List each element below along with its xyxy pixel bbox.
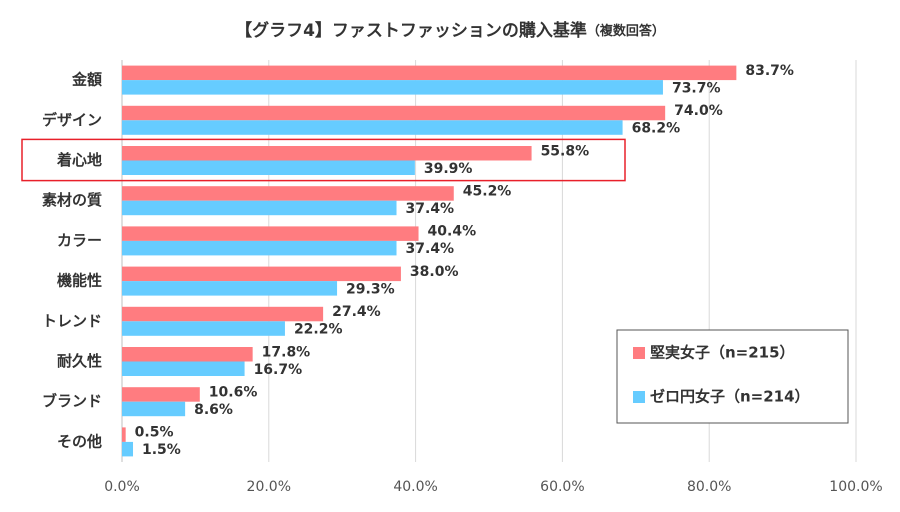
bar	[122, 401, 186, 417]
value-label: 0.5%	[135, 425, 174, 441]
x-tick-label: 60.0%	[540, 479, 584, 495]
y-tick-label: 金額	[71, 71, 102, 89]
bar	[122, 146, 532, 161]
bar	[122, 266, 401, 282]
x-tick-label: 0.0%	[104, 479, 140, 495]
legend-label: ゼロ円女子（n=214）	[650, 388, 810, 406]
value-label: 10.6%	[209, 384, 258, 400]
value-label: 74.0%	[674, 103, 723, 119]
value-label: 40.4%	[428, 224, 477, 240]
value-label: 68.2%	[632, 121, 681, 137]
value-label: 38.0%	[410, 264, 459, 280]
value-label: 37.4%	[406, 241, 455, 257]
x-tick-label: 40.0%	[393, 479, 437, 495]
bar	[122, 387, 200, 402]
y-tick-label: ブランド	[42, 392, 102, 410]
legend-swatch	[633, 347, 645, 359]
bar	[122, 347, 253, 362]
value-label: 55.8%	[541, 143, 590, 159]
value-label: 1.5%	[142, 442, 181, 458]
bar	[122, 427, 126, 442]
legend-box	[616, 329, 849, 424]
x-tick-label: 20.0%	[247, 479, 291, 495]
y-tick-label: 機能性	[57, 272, 102, 290]
bar	[122, 441, 134, 457]
bar	[122, 186, 454, 201]
bar	[122, 240, 397, 256]
value-label: 37.4%	[406, 201, 455, 217]
bar	[122, 80, 663, 95]
x-tick-label: 80.0%	[687, 479, 731, 495]
value-label: 45.2%	[463, 183, 512, 199]
bar	[122, 65, 737, 81]
bar	[122, 306, 324, 322]
bar	[122, 200, 397, 216]
value-label: 29.3%	[346, 281, 395, 297]
chart-title: 【グラフ4】ファストファッションの購入基準	[235, 20, 587, 41]
legend-swatch	[633, 391, 645, 403]
bar	[122, 361, 245, 376]
value-label: 39.9%	[424, 161, 473, 177]
bar	[122, 321, 285, 336]
value-label: 27.4%	[332, 304, 381, 320]
bar	[122, 281, 338, 296]
bar	[122, 226, 419, 241]
y-tick-label: カラー	[57, 231, 102, 249]
value-label: 22.2%	[294, 322, 343, 338]
bar	[122, 105, 666, 121]
value-label: 17.8%	[262, 344, 311, 360]
value-label: 8.6%	[194, 402, 233, 418]
bar	[122, 160, 415, 175]
y-tick-label: 素材の質	[42, 191, 102, 209]
bar	[122, 120, 623, 135]
y-tick-label: その他	[57, 432, 102, 450]
y-tick-label: 着心地	[56, 151, 102, 169]
y-tick-label: トレンド	[42, 312, 102, 330]
y-tick-label: デザイン	[42, 111, 102, 129]
highlight-box	[21, 138, 626, 182]
legend-label: 堅実女子（n=215）	[650, 344, 795, 362]
chart-subtitle: （複数回答）	[587, 23, 665, 39]
value-label: 73.7%	[672, 80, 721, 96]
y-tick-label: 耐久性	[57, 352, 102, 370]
value-label: 83.7%	[745, 63, 794, 79]
value-label: 16.7%	[254, 362, 303, 378]
x-tick-label: 100.0%	[829, 479, 882, 495]
chart-title-group: 【グラフ4】ファストファッションの購入基準（複数回答）	[235, 20, 665, 41]
